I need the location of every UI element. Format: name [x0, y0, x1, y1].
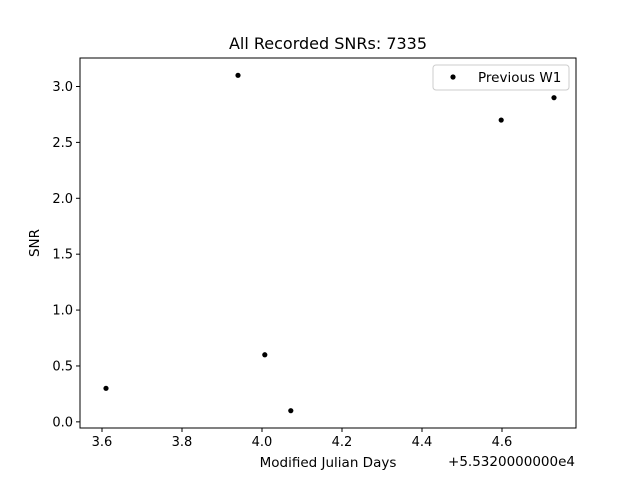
x-tick-label: 4.6 — [492, 435, 513, 450]
y-tick-label: 3.0 — [52, 80, 73, 95]
data-point — [498, 117, 504, 123]
x-tick-label: 4.4 — [412, 435, 433, 450]
y-tick-label: 0.5 — [52, 359, 73, 374]
data-point — [103, 385, 109, 391]
x-axis-offset-label: +5.5320000000e4 — [448, 454, 575, 470]
x-tick-label: 4.0 — [252, 435, 273, 450]
plot-frame — [79, 57, 577, 429]
x-tick-label: 4.2 — [332, 435, 353, 450]
y-tick-label: 1.5 — [52, 248, 73, 263]
data-points — [103, 72, 557, 414]
y-tick-label: 2.5 — [52, 136, 73, 151]
data-point — [551, 95, 557, 101]
legend-label: Previous W1 — [478, 70, 561, 86]
legend-marker — [450, 74, 456, 80]
y-tick-label: 2.0 — [52, 192, 73, 207]
x-axis: 3.6 3.8 4.0 4.2 4.4 4.6 — [92, 428, 513, 450]
y-axis-title: SNR — [27, 229, 43, 257]
data-point — [262, 352, 268, 358]
legend-box — [432, 64, 570, 91]
data-point — [288, 408, 294, 414]
x-tick-label: 3.6 — [92, 435, 113, 450]
data-point — [235, 72, 241, 78]
chart-title: All Recorded SNRs: 7335 — [229, 34, 427, 53]
y-axis: 0.0 0.5 1.0 1.5 2.0 2.5 3.0 — [52, 80, 80, 430]
legend: Previous W1 — [432, 64, 570, 91]
y-tick-label: 0.0 — [52, 415, 73, 430]
x-axis-title: Modified Julian Days — [260, 455, 397, 471]
y-tick-label: 1.0 — [52, 304, 73, 319]
x-tick-label: 3.8 — [172, 435, 193, 450]
